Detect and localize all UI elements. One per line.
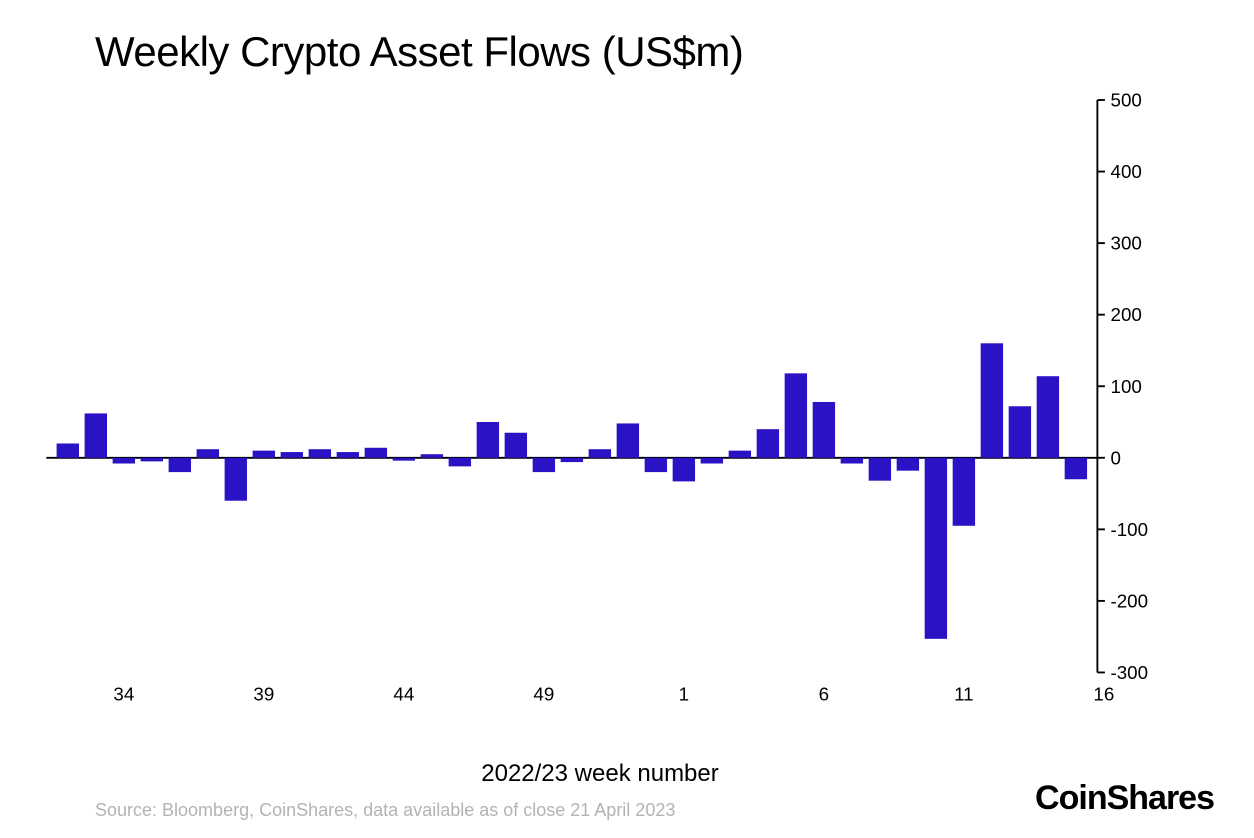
bar: [393, 458, 415, 461]
y-tick-label: -100: [1111, 519, 1149, 540]
bar: [365, 448, 387, 458]
chart-title: Weekly Crypto Asset Flows (US$m): [95, 28, 743, 76]
bar: [1037, 376, 1059, 458]
y-tick-label: 400: [1111, 161, 1142, 182]
x-tick-label: 16: [1093, 684, 1114, 705]
bar: [617, 423, 639, 457]
brand-logo: CoinShares: [1035, 779, 1214, 818]
bar: [309, 449, 331, 458]
y-tick-label: 500: [1111, 90, 1142, 111]
x-tick-label: 44: [393, 684, 414, 705]
bar: [113, 458, 135, 464]
bar: [337, 452, 359, 458]
source-text: Source: Bloomberg, CoinShares, data avai…: [95, 800, 675, 821]
y-tick-label: -300: [1111, 662, 1149, 683]
bar: [673, 458, 695, 482]
bar: [1009, 406, 1031, 458]
x-tick-label: 34: [113, 684, 134, 705]
y-tick-label: 300: [1111, 233, 1142, 254]
bar: [729, 451, 751, 458]
bar: [533, 458, 555, 472]
bar: [85, 413, 107, 457]
x-tick-label: 1: [679, 684, 689, 705]
x-tick-label: 6: [819, 684, 829, 705]
bar: [141, 458, 163, 462]
bar: [925, 458, 947, 639]
bar: [701, 458, 723, 464]
bar: [561, 458, 583, 462]
bar: [281, 452, 303, 458]
y-tick-label: 100: [1111, 376, 1142, 397]
x-tick-label: 49: [533, 684, 554, 705]
bar: [449, 458, 471, 467]
bar: [477, 422, 499, 458]
bar: [841, 458, 863, 464]
x-tick-label: 39: [253, 684, 274, 705]
bar: [169, 458, 191, 472]
x-tick-label: 11: [954, 684, 973, 705]
bar: [953, 458, 975, 526]
bar: [253, 451, 275, 458]
bar: [813, 402, 835, 458]
bar: [981, 343, 1003, 457]
chart-plot: 5004003002001000-100-200-300 34394449161…: [40, 100, 1160, 710]
bar: [869, 458, 891, 481]
bar: [197, 449, 219, 458]
bar: [785, 373, 807, 457]
chart-container: Weekly Crypto Asset Flows (US$m) 500 400 3…: [0, 0, 1254, 838]
bar: [757, 429, 779, 458]
bar: [505, 433, 527, 458]
x-axis-label: 2022/23 week number: [0, 760, 1200, 788]
bar: [421, 454, 443, 458]
y-tick-label: 0: [1111, 447, 1121, 468]
bar: [57, 443, 79, 457]
bar: [897, 458, 919, 471]
bar: [225, 458, 247, 501]
y-tick-label: -200: [1111, 590, 1149, 611]
y-tick-label: 200: [1111, 304, 1142, 325]
bar: [1065, 458, 1087, 479]
bar: [589, 449, 611, 458]
bar: [645, 458, 667, 472]
